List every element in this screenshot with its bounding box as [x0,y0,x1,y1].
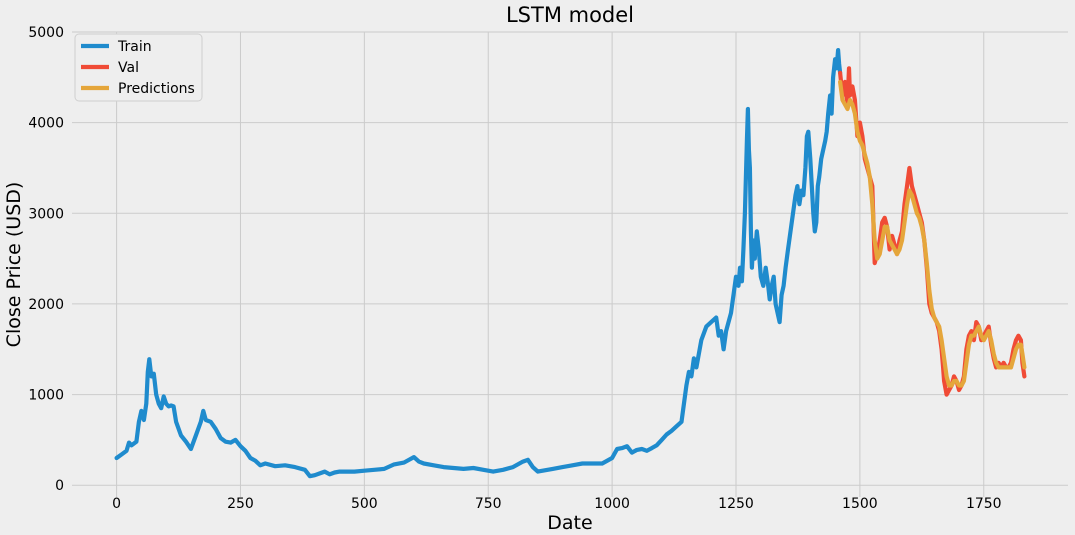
x-tick-label: 1250 [718,496,754,512]
series-line-train [114,48,843,479]
grid [72,31,1068,497]
x-tick-label: 750 [475,496,502,512]
x-tick-labels: 0 250 500 750 1000 1250 1500 1750 [112,496,1001,512]
x-axis-label: Date [547,512,592,534]
legend-label: Train [117,39,152,55]
y-tick-label: 4000 [28,116,64,132]
x-tick-label: 500 [351,496,378,512]
y-tick-label: 3000 [28,206,64,222]
x-tick-label: 1000 [594,496,630,512]
legend: Train Val Predictions [74,33,203,102]
x-tick-label: 1500 [842,496,878,512]
x-tick-label: 250 [227,496,254,512]
y-tick-label: 5000 [28,25,64,41]
chart-title: LSTM model [506,3,634,27]
y-tick-label: 1000 [28,388,64,404]
series-line-predictions [838,79,1027,388]
x-tick-label: 1750 [966,496,1002,512]
legend-label: Predictions [118,81,195,97]
y-tick-label: 2000 [28,297,64,313]
series-lines [114,48,1027,479]
y-tick-labels: 0 1000 2000 3000 4000 5000 [28,25,64,494]
legend-box [74,33,203,102]
y-axis-label: Close Price (USD) [3,182,25,348]
legend-label: Val [118,60,139,76]
y-tick-label: 0 [55,478,64,494]
x-tick-label: 0 [112,496,121,512]
